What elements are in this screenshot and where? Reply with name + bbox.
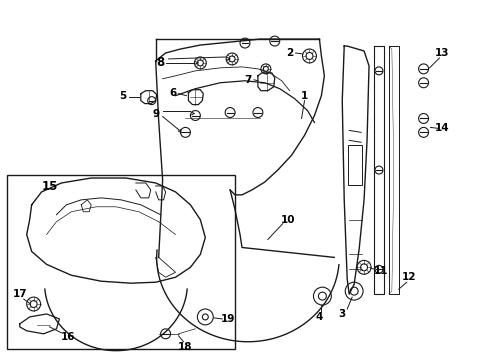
Text: 17: 17: [12, 289, 27, 299]
Text: 11: 11: [373, 266, 387, 276]
Text: 19: 19: [221, 314, 235, 324]
Text: 2: 2: [285, 48, 293, 58]
Text: 15: 15: [41, 180, 58, 193]
Text: 5: 5: [119, 91, 126, 101]
Text: 9: 9: [152, 108, 159, 118]
Text: 10: 10: [280, 215, 294, 225]
Text: 1: 1: [300, 91, 307, 101]
Text: 3: 3: [338, 309, 345, 319]
Text: 8: 8: [156, 57, 164, 69]
Text: 14: 14: [434, 123, 449, 134]
Text: 18: 18: [178, 342, 192, 352]
Text: 7: 7: [244, 75, 251, 85]
Text: 6: 6: [168, 88, 176, 98]
Text: 13: 13: [434, 48, 449, 58]
Bar: [7, 175, 235, 349]
Text: 4: 4: [315, 312, 323, 322]
Text: 12: 12: [401, 272, 415, 282]
Text: 16: 16: [61, 332, 76, 342]
